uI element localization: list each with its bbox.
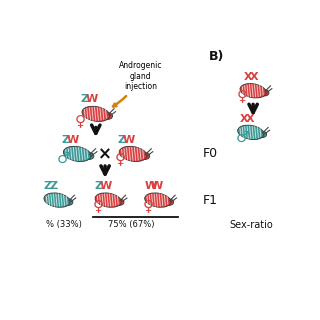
- Ellipse shape: [63, 146, 91, 162]
- Text: F0: F0: [203, 148, 218, 160]
- Text: W: W: [67, 135, 79, 145]
- Ellipse shape: [104, 113, 113, 119]
- Text: % (33%): % (33%): [46, 220, 82, 229]
- Text: X: X: [244, 72, 252, 82]
- Text: W: W: [145, 181, 157, 191]
- Text: W: W: [151, 181, 163, 191]
- Ellipse shape: [85, 153, 94, 159]
- Ellipse shape: [259, 131, 267, 138]
- Ellipse shape: [82, 106, 110, 122]
- Text: ×: ×: [98, 145, 112, 163]
- Text: Z: Z: [94, 181, 102, 191]
- Text: Sex-ratio: Sex-ratio: [230, 220, 274, 230]
- Text: Z: Z: [62, 135, 70, 145]
- Ellipse shape: [165, 199, 174, 205]
- Text: F1: F1: [203, 194, 218, 207]
- Text: ♀: ♀: [237, 88, 248, 103]
- Text: Z: Z: [117, 135, 126, 145]
- Ellipse shape: [238, 125, 264, 140]
- Text: ♀: ♀: [142, 198, 153, 213]
- Ellipse shape: [95, 193, 121, 207]
- Ellipse shape: [141, 153, 150, 159]
- Text: Z: Z: [44, 181, 52, 191]
- Text: X: X: [250, 72, 259, 82]
- Ellipse shape: [116, 199, 124, 205]
- Text: ♂: ♂: [57, 151, 71, 166]
- Text: 75% (67%): 75% (67%): [108, 220, 155, 229]
- Text: Z: Z: [49, 181, 57, 191]
- Text: ♂: ♂: [235, 130, 249, 145]
- Text: Androgenic
gland
injection: Androgenic gland injection: [113, 61, 163, 107]
- Ellipse shape: [261, 90, 269, 96]
- Text: Z: Z: [80, 94, 88, 104]
- Ellipse shape: [145, 193, 171, 207]
- Text: W: W: [100, 181, 112, 191]
- Text: B): B): [209, 50, 224, 63]
- Ellipse shape: [44, 193, 70, 207]
- Ellipse shape: [119, 146, 147, 162]
- Ellipse shape: [65, 199, 73, 205]
- Text: ♀: ♀: [93, 198, 104, 213]
- Text: ♀: ♀: [115, 151, 126, 166]
- Text: W: W: [86, 94, 98, 104]
- Text: X: X: [246, 114, 255, 124]
- Text: ♀: ♀: [75, 113, 86, 128]
- Text: X: X: [240, 114, 249, 124]
- Ellipse shape: [240, 84, 266, 98]
- Text: W: W: [123, 135, 135, 145]
